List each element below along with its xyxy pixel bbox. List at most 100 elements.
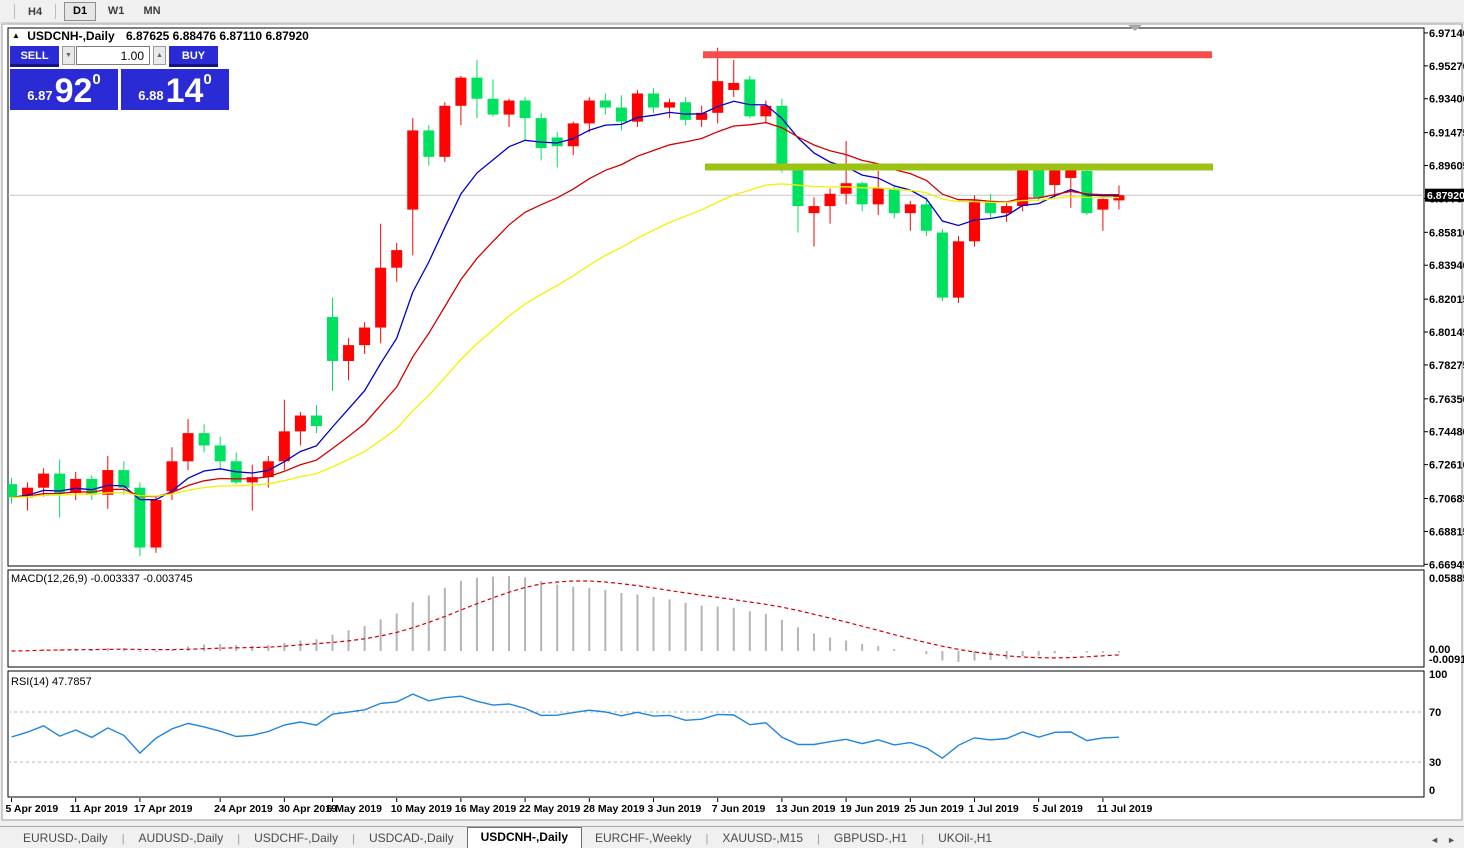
svg-text:16 May 2019: 16 May 2019 bbox=[455, 803, 516, 815]
svg-text:70: 70 bbox=[1429, 707, 1441, 719]
tab-separator: | bbox=[237, 833, 241, 845]
chart-ohlc-values: 6.87625 6.88476 6.87110 6.87920 bbox=[125, 29, 309, 43]
current-price-badge bbox=[1425, 188, 1464, 202]
svg-text:1 Jul 2019: 1 Jul 2019 bbox=[969, 803, 1019, 815]
svg-text:3 Jun 2019: 3 Jun 2019 bbox=[648, 803, 702, 815]
timeframe-button-h4[interactable]: H4 bbox=[28, 5, 43, 18]
sell-button[interactable]: SELL bbox=[10, 46, 59, 67]
buy-price-sup: 0 bbox=[203, 71, 212, 88]
svg-text:6.76350: 6.76350 bbox=[1429, 394, 1464, 406]
tab-usdchf-daily[interactable]: USDCHF-,Daily bbox=[254, 831, 339, 845]
candlestick-series bbox=[8, 47, 1125, 557]
svg-text:6.95270: 6.95270 bbox=[1429, 61, 1464, 73]
rsi-axis[interactable]: 100 70 30 0 bbox=[1429, 669, 1447, 797]
macd-axis[interactable]: 0.058851 0.00-0.009116 bbox=[1429, 573, 1464, 666]
timeframe-toolbar: H4 D1 W1 MN bbox=[0, 0, 1464, 23]
tab-ukoil-h1[interactable]: UKOil-,H1 bbox=[938, 831, 993, 845]
collapse-icon[interactable]: ▲ bbox=[12, 31, 20, 40]
svg-text:6.97140: 6.97140 bbox=[1429, 28, 1464, 40]
chevron-down-icon: ▼ bbox=[65, 52, 72, 59]
svg-text:10 May 2019: 10 May 2019 bbox=[391, 803, 452, 815]
tab-eurchf-weekly[interactable]: EURCHF-,Weekly bbox=[595, 831, 692, 845]
tab-scroll-right-icon[interactable]: ► bbox=[1447, 835, 1456, 845]
svg-text:30: 30 bbox=[1429, 757, 1441, 769]
svg-text:6.68815: 6.68815 bbox=[1429, 526, 1464, 538]
volume-decrease-button[interactable]: ▼ bbox=[62, 46, 75, 65]
tab-audusd-daily[interactable]: AUDUSD-,Daily bbox=[138, 831, 224, 845]
tab-separator: | bbox=[121, 833, 125, 845]
buy-price-big: 14 bbox=[165, 72, 204, 110]
svg-text:0.058851: 0.058851 bbox=[1429, 573, 1464, 585]
volume-input[interactable] bbox=[76, 46, 150, 65]
svg-text:6.89605: 6.89605 bbox=[1429, 161, 1464, 173]
volume-increase-button[interactable]: ▲ bbox=[153, 46, 166, 65]
macd-indicator-label: MACD(12,26,9) -0.003337 -0.003745 bbox=[11, 573, 193, 585]
scroll-to-end-icon[interactable] bbox=[1128, 25, 1142, 31]
svg-text:5 Jul 2019: 5 Jul 2019 bbox=[1033, 803, 1083, 815]
tab-separator: | bbox=[921, 833, 925, 845]
svg-text:6.74480: 6.74480 bbox=[1429, 427, 1464, 439]
timeframe-button-mn[interactable]: MN bbox=[143, 4, 161, 17]
rsi-indicator-label: RSI(14) 47.7857 bbox=[11, 676, 92, 688]
svg-text:6.78275: 6.78275 bbox=[1429, 360, 1464, 372]
svg-text:0: 0 bbox=[1429, 785, 1435, 797]
sell-price-prefix: 6.87 bbox=[27, 88, 53, 103]
price-axis[interactable]: 6.971406.952706.934006.914756.896056.877… bbox=[1424, 28, 1464, 571]
tab-usdcad-daily[interactable]: USDCAD-,Daily bbox=[368, 831, 454, 845]
chart-tab-bar: EURUSD-,Daily | AUDUSD-,Daily | USDCHF-,Dail… bbox=[0, 826, 1464, 848]
moving-averages bbox=[11, 100, 1120, 501]
sell-price-sup: 0 bbox=[92, 71, 101, 88]
chart-symbol-label: USDCNH-,Daily bbox=[27, 29, 115, 43]
svg-text:6.70685: 6.70685 bbox=[1429, 494, 1464, 506]
svg-text:0.00: 0.00 bbox=[1429, 644, 1450, 656]
svg-text:28 May 2019: 28 May 2019 bbox=[583, 803, 644, 815]
svg-text:6.83940: 6.83940 bbox=[1429, 260, 1464, 272]
tab-separator: | bbox=[705, 833, 709, 845]
svg-text:22 May 2019: 22 May 2019 bbox=[519, 803, 580, 815]
svg-text:6 May 2019: 6 May 2019 bbox=[327, 803, 383, 815]
buy-button[interactable]: BUY bbox=[169, 46, 218, 67]
chevron-up-icon: ▲ bbox=[156, 52, 163, 59]
svg-text:6.82015: 6.82015 bbox=[1429, 294, 1464, 306]
macd-histogram bbox=[26, 576, 1120, 662]
svg-text:6.72610: 6.72610 bbox=[1429, 460, 1464, 472]
tab-xauusd-m15[interactable]: XAUUSD-,M15 bbox=[722, 831, 803, 845]
timeframe-button-d1[interactable]: D1 bbox=[64, 1, 97, 21]
svg-text:11 Apr 2019: 11 Apr 2019 bbox=[70, 803, 128, 815]
rsi-line bbox=[11, 693, 1120, 760]
timeframe-button-w1[interactable]: W1 bbox=[107, 4, 125, 17]
svg-text:6.91475: 6.91475 bbox=[1429, 128, 1464, 140]
macd-pane[interactable] bbox=[7, 569, 1425, 668]
rsi-pane[interactable] bbox=[7, 670, 1425, 798]
svg-text:100: 100 bbox=[1429, 669, 1447, 681]
svg-text:13 Jun 2019: 13 Jun 2019 bbox=[776, 803, 836, 815]
buy-price-prefix: 6.88 bbox=[138, 88, 164, 103]
svg-text:30 Apr 2019: 30 Apr 2019 bbox=[278, 803, 337, 815]
buy-price-display[interactable]: 6.88 14 0 bbox=[121, 69, 229, 110]
svg-text:11 Jul 2019: 11 Jul 2019 bbox=[1097, 803, 1153, 815]
svg-text:6.93400: 6.93400 bbox=[1429, 94, 1464, 106]
svg-text:6.87920: 6.87920 bbox=[1427, 190, 1464, 202]
svg-text:7 Jun 2019: 7 Jun 2019 bbox=[712, 803, 766, 815]
pane-frames bbox=[7, 27, 1425, 798]
mid-ma bbox=[11, 121, 1119, 499]
tab-scroll-left-icon[interactable]: ◄ bbox=[1430, 835, 1440, 845]
svg-text:24 Apr 2019: 24 Apr 2019 bbox=[214, 803, 273, 815]
toolbar-separator bbox=[55, 3, 57, 19]
chart-header: ▲ USDCNH-,Daily 6.87625 6.88476 6.87110 … bbox=[12, 29, 309, 43]
svg-text:25 Jun 2019: 25 Jun 2019 bbox=[904, 803, 964, 815]
sell-price-big: 92 bbox=[54, 72, 93, 110]
toolbar-separator bbox=[14, 3, 15, 19]
svg-text:19 Jun 2019: 19 Jun 2019 bbox=[840, 803, 900, 815]
main-chart-pane[interactable] bbox=[7, 27, 1425, 567]
date-axis[interactable]: 5 Apr 2019 11 Apr 2019 17 Apr 2019 24 Apr 2… bbox=[6, 798, 1153, 815]
macd-signal-line bbox=[11, 580, 1120, 659]
tab-usdcnh-daily[interactable]: USDCNH-,Daily bbox=[466, 827, 582, 848]
sell-price-display[interactable]: 6.87 92 0 bbox=[10, 69, 118, 110]
tab-gbpusd-h1[interactable]: GBPUSD-,H1 bbox=[833, 831, 908, 845]
tab-scroll-controls: ◄ ► bbox=[1430, 835, 1464, 848]
tab-eurusd-daily[interactable]: EURUSD-,Daily bbox=[23, 831, 108, 845]
slow-ma bbox=[11, 183, 1120, 499]
